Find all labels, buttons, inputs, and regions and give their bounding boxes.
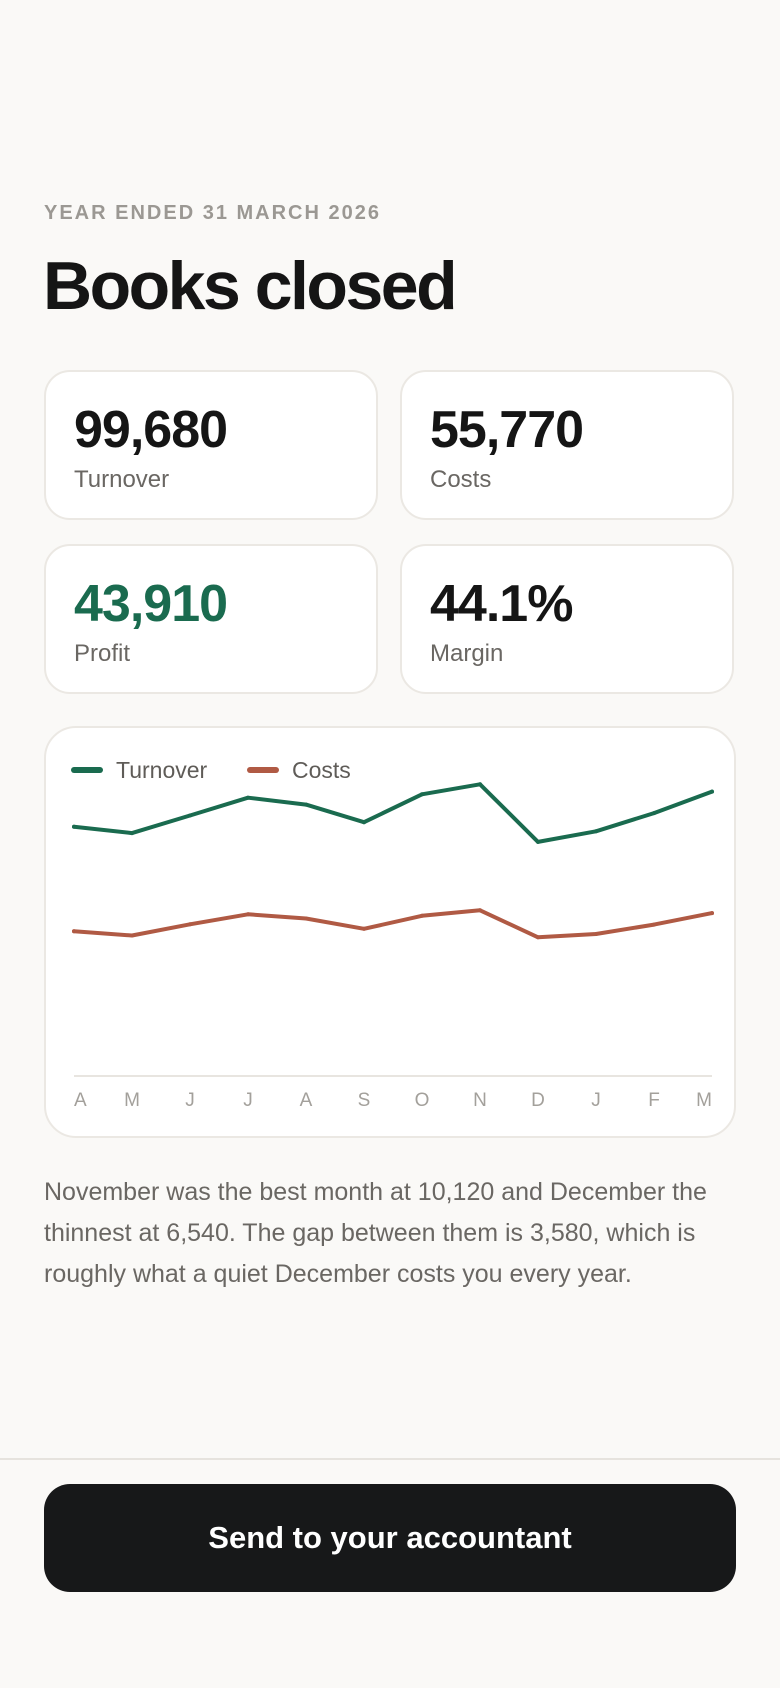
- data-point-costs: [304, 916, 308, 921]
- x-tick-label: M: [696, 1090, 712, 1111]
- data-point-turnover: [710, 789, 714, 794]
- stat-value-profit: 43,910: [74, 575, 228, 633]
- legend-label-turnover: Turnover: [116, 757, 208, 783]
- stat-label-turnover: Turnover: [74, 466, 170, 493]
- x-tick-label: J: [185, 1090, 195, 1111]
- data-point-costs: [710, 911, 714, 916]
- data-point-costs: [652, 922, 656, 927]
- x-tick-label: A: [300, 1090, 313, 1111]
- x-tick-label: N: [473, 1090, 487, 1111]
- summary-text: November was the best month at 10,120 an…: [44, 1178, 707, 1288]
- eyebrow-date: YEAR ENDED 31 MARCH 2026: [44, 202, 381, 224]
- data-point-turnover: [478, 782, 482, 787]
- stat-card-profit: 43,910 Profit: [44, 544, 378, 694]
- send-to-accountant-button[interactable]: Send to your accountant: [44, 1484, 736, 1592]
- data-point-costs: [536, 935, 540, 940]
- series-line-costs: [72, 908, 714, 940]
- data-point-turnover: [246, 795, 250, 800]
- x-tick-label: J: [591, 1090, 601, 1111]
- x-tick-label: F: [648, 1090, 660, 1111]
- chart-legend: Turnover Costs: [71, 757, 351, 783]
- stat-value-turnover: 99,680: [74, 401, 228, 459]
- data-point-costs: [130, 933, 134, 938]
- stat-value-costs: 55,770: [430, 401, 584, 459]
- data-point-turnover: [652, 811, 656, 816]
- data-point-costs: [246, 912, 250, 917]
- stat-card-turnover: 99,680 Turnover: [44, 370, 378, 520]
- data-point-costs: [594, 932, 598, 936]
- x-tick-label: J: [243, 1090, 253, 1111]
- data-point-turnover: [362, 820, 366, 825]
- stat-card-margin: 44.1% Margin: [400, 544, 734, 694]
- data-point-turnover: [130, 831, 134, 836]
- data-point-turnover: [594, 829, 598, 834]
- x-tick-label: O: [415, 1090, 430, 1111]
- stat-value-margin: 44.1%: [430, 575, 573, 633]
- data-point-costs: [188, 922, 192, 927]
- x-tick-label: D: [531, 1090, 545, 1111]
- data-point-turnover: [304, 802, 308, 807]
- series-line-turnover: [72, 782, 714, 844]
- x-tick-label: S: [358, 1090, 371, 1111]
- stat-label-margin: Margin: [430, 640, 504, 667]
- stat-label-costs: Costs: [430, 466, 492, 493]
- data-point-costs: [420, 913, 424, 918]
- data-point-costs: [362, 926, 366, 931]
- stat-card-costs: 55,770 Costs: [400, 370, 734, 520]
- data-point-turnover: [536, 839, 540, 844]
- data-point-turnover: [188, 813, 192, 818]
- monthly-line-chart: Turnover Costs A M J J A S O N D J F M: [71, 757, 714, 1111]
- data-point-costs: [478, 908, 482, 913]
- chart-series: [72, 782, 714, 940]
- data-point-turnover: [72, 824, 76, 829]
- x-tick-label: M: [124, 1090, 140, 1111]
- stat-label-profit: Profit: [74, 640, 131, 667]
- monthly-chart-card: Turnover Costs A M J J A S O N D J F M: [44, 726, 736, 1138]
- page-title: Books closed: [43, 248, 458, 324]
- legend-label-costs: Costs: [292, 757, 351, 783]
- data-point-turnover: [420, 792, 424, 797]
- footer-divider: [0, 1458, 780, 1460]
- data-point-costs: [72, 929, 76, 934]
- x-tick-label: A: [74, 1090, 87, 1111]
